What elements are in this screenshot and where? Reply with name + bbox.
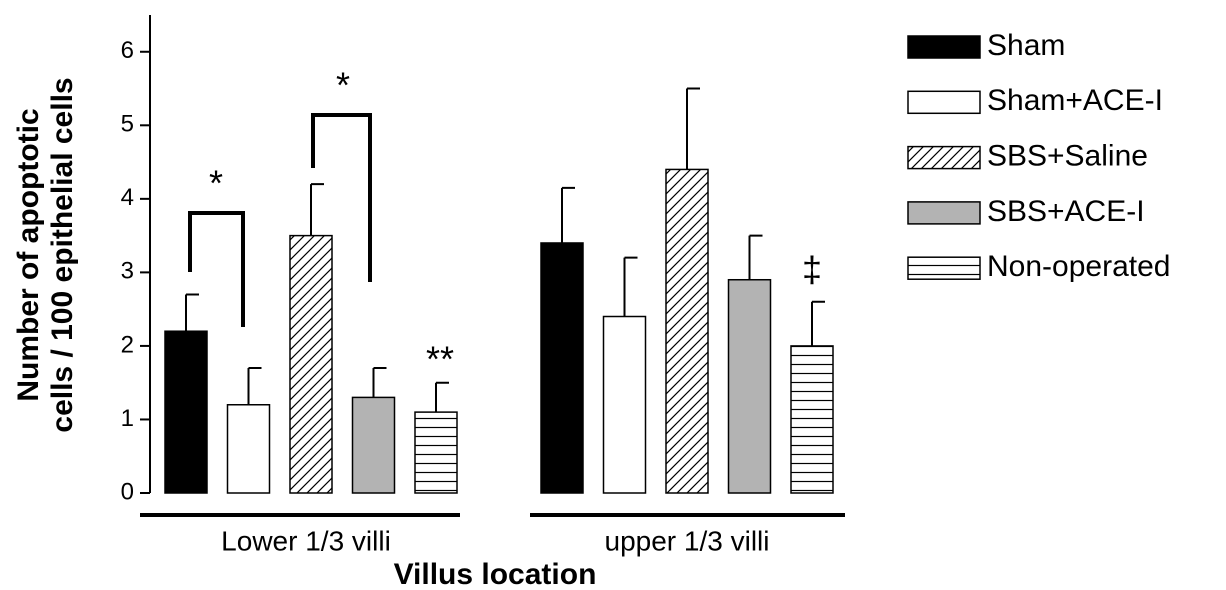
x-tick-label: upper 1/3 villi — [605, 525, 770, 556]
error-bar — [247, 366, 262, 405]
error-bar — [686, 87, 700, 170]
x-tick-label: Lower 1/3 villi — [221, 525, 391, 556]
bar — [226, 404, 271, 494]
significance-bracket — [188, 211, 245, 327]
legend-label: Sham+ACE-I — [987, 84, 1163, 117]
y-tick-label: 6 — [121, 37, 134, 64]
legend-swatch — [907, 145, 981, 170]
bar — [351, 396, 396, 494]
legend-swatch — [907, 90, 981, 115]
bar — [602, 315, 647, 494]
annotation: ‡ — [802, 249, 822, 290]
y-axis-title: Number of apoptotic — [12, 108, 45, 401]
error-bar — [623, 256, 638, 317]
bar — [164, 330, 208, 494]
error-bar — [811, 300, 825, 346]
error-bar — [748, 234, 763, 280]
error-bar — [185, 293, 199, 332]
bar — [289, 234, 333, 494]
significance-bracket — [311, 113, 372, 282]
legend-swatch — [907, 256, 981, 280]
bar — [790, 345, 834, 494]
legend-label: Non-operated — [987, 250, 1170, 283]
error-bar — [561, 186, 575, 243]
annotation: * — [336, 65, 350, 106]
legend-swatch — [907, 201, 981, 225]
y-tick-label: 4 — [121, 184, 134, 211]
bar — [727, 278, 772, 494]
legend-label: SBS+Saline — [987, 140, 1148, 173]
bar — [414, 411, 458, 494]
legend-swatch — [907, 35, 981, 59]
y-tick-label: 3 — [121, 258, 134, 285]
bar — [665, 168, 709, 494]
annotation: ** — [426, 339, 454, 380]
annotation: * — [209, 163, 223, 204]
error-bar — [435, 381, 449, 413]
y-tick-label: 1 — [121, 405, 134, 432]
y-tick-label: 2 — [121, 331, 134, 358]
legend-label: Sham — [987, 29, 1065, 62]
y-tick-label: 5 — [121, 111, 134, 138]
legend-label: SBS+ACE-I — [987, 195, 1145, 228]
bar — [540, 242, 584, 494]
error-bar — [310, 183, 324, 236]
y-tick-label: 0 — [121, 478, 134, 505]
error-bar — [372, 366, 387, 398]
y-axis-title: cells / 100 epithelial cells — [46, 77, 79, 432]
x-axis-title: Villus location — [394, 558, 597, 590]
